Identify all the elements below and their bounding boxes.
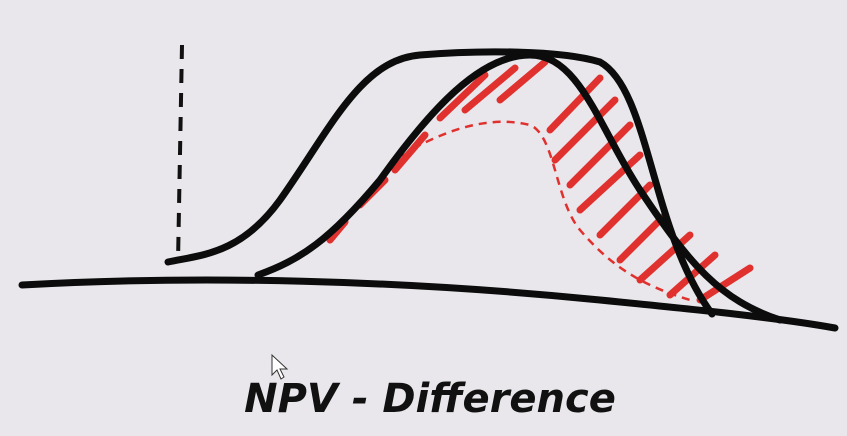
dashed-curve xyxy=(328,120,691,302)
caption: NPV - Difference xyxy=(244,376,616,422)
cursor xyxy=(271,353,289,380)
curve-2 xyxy=(254,51,784,324)
baseline xyxy=(18,276,839,332)
curve-1 xyxy=(164,48,716,318)
dashed-line xyxy=(176,44,184,263)
